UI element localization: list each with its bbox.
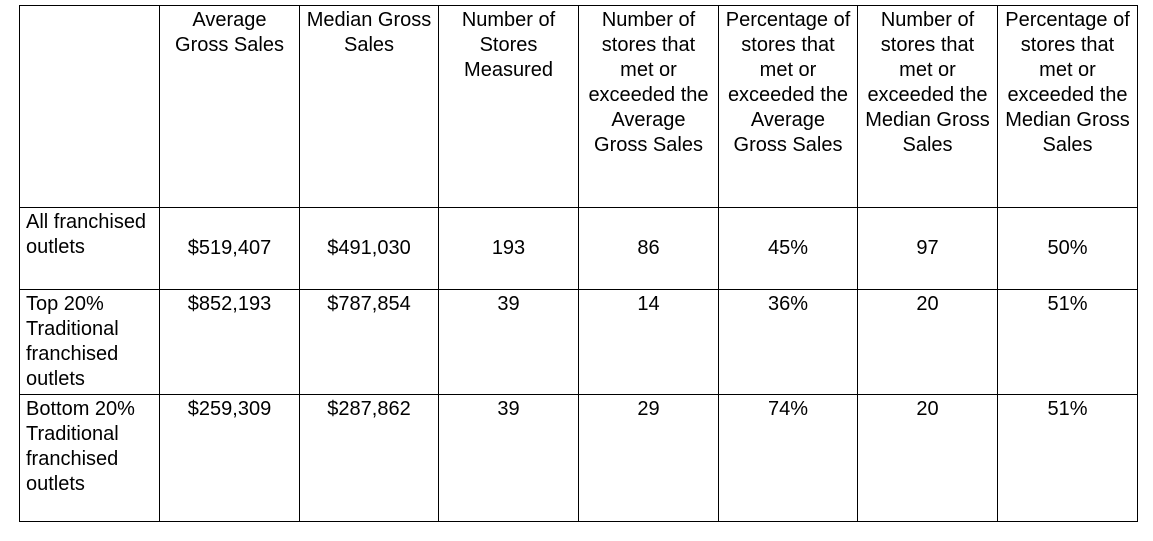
row-label: Top 20% Traditional franchised outlets	[19, 289, 160, 395]
cell-percentage-met-average: 36%	[718, 289, 858, 395]
cell-stores-measured: 39	[438, 394, 579, 522]
cell-percentage-met-median: 50%	[997, 207, 1138, 290]
table-row: All franchised outlets $519,407 $491,030…	[19, 207, 1138, 290]
row-label: All franchised outlets	[19, 207, 160, 290]
cell-stores-met-median: 97	[857, 207, 998, 290]
cell-percentage-met-median: 51%	[997, 289, 1138, 395]
header-stores-met-median: Number of stores that met or exceeded th…	[857, 5, 998, 208]
cell-stores-met-average: 86	[578, 207, 719, 290]
cell-stores-met-average: 14	[578, 289, 719, 395]
header-median-gross-sales: Median Gross Sales	[299, 5, 439, 208]
cell-stores-measured: 39	[438, 289, 579, 395]
cell-average-gross-sales: $852,193	[159, 289, 300, 395]
cell-median-gross-sales: $787,854	[299, 289, 439, 395]
header-percentage-met-median: Percentage of stores that met or exceede…	[997, 5, 1138, 208]
row-label: Bottom 20% Traditional franchised outlet…	[19, 394, 160, 522]
cell-median-gross-sales: $491,030	[299, 207, 439, 290]
header-empty-cell	[19, 5, 160, 208]
cell-percentage-met-median: 51%	[997, 394, 1138, 522]
header-stores-met-average: Number of stores that met or exceeded th…	[578, 5, 719, 208]
cell-stores-met-average: 29	[578, 394, 719, 522]
cell-percentage-met-average: 45%	[718, 207, 858, 290]
header-row: Average Gross Sales Median Gross Sales N…	[19, 5, 1138, 208]
cell-median-gross-sales: $287,862	[299, 394, 439, 522]
header-average-gross-sales: Average Gross Sales	[159, 5, 300, 208]
cell-stores-measured: 193	[438, 207, 579, 290]
cell-stores-met-median: 20	[857, 289, 998, 395]
header-number-of-stores-measured: Number of Stores Measured	[438, 5, 579, 208]
cell-stores-met-median: 20	[857, 394, 998, 522]
cell-average-gross-sales: $519,407	[159, 207, 300, 290]
table-row: Bottom 20% Traditional franchised outlet…	[19, 394, 1138, 522]
table-row: Top 20% Traditional franchised outlets $…	[19, 289, 1138, 395]
gross-sales-table: Average Gross Sales Median Gross Sales N…	[19, 5, 1138, 522]
cell-percentage-met-average: 74%	[718, 394, 858, 522]
cell-average-gross-sales: $259,309	[159, 394, 300, 522]
header-percentage-met-average: Percentage of stores that met or exceede…	[718, 5, 858, 208]
